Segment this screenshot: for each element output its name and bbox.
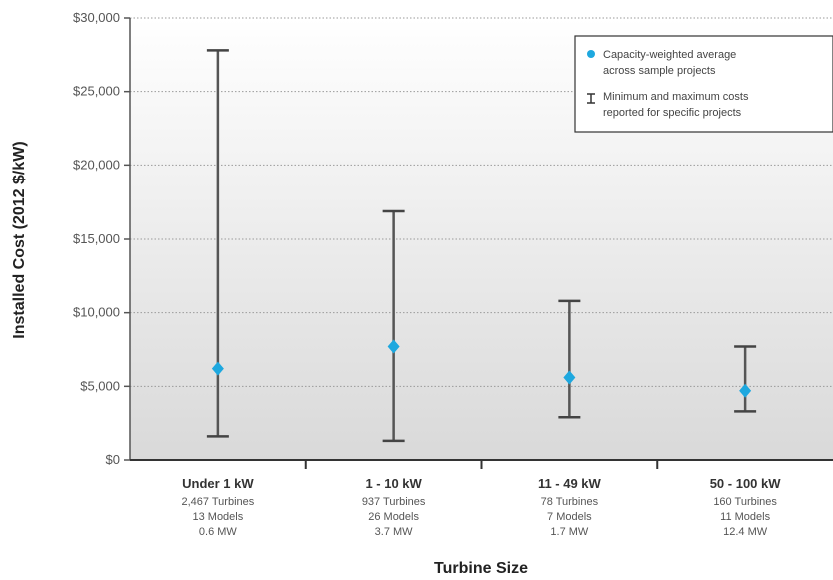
x-category-detail: 937 Turbines <box>362 496 426 508</box>
x-category-label: 11 - 49 kW <box>538 476 602 491</box>
x-category-detail: 7 Models <box>547 511 592 523</box>
x-axis-title: Turbine Size <box>434 560 528 577</box>
legend-box <box>574 35 833 133</box>
legend-marker-icon <box>587 50 595 58</box>
x-category-detail: 0.6 MW <box>199 526 238 538</box>
x-category-detail: 13 Models <box>192 511 243 523</box>
legend-errorbar-icon <box>587 93 595 104</box>
y-tick-label: $25,000 <box>73 84 120 99</box>
legend: Capacity-weighted average across sample … <box>574 35 833 133</box>
x-category-detail: 26 Models <box>368 511 419 523</box>
y-tick-label: $5,000 <box>80 378 120 393</box>
legend-item-range-line1: Minimum and maximum costs <box>603 91 749 103</box>
legend-item-range-line2: reported for specific projects <box>603 107 742 119</box>
y-tick-label: $30,000 <box>73 10 120 25</box>
x-category-detail: 2,467 Turbines <box>181 496 254 508</box>
average-marker <box>387 339 400 354</box>
average-marker <box>739 383 752 398</box>
average-marker <box>211 361 224 376</box>
x-category-detail: 160 Turbines <box>713 496 777 508</box>
average-markers <box>211 339 752 398</box>
y-tick-label: $10,000 <box>73 305 120 320</box>
y-tick-label: $0 <box>106 452 120 467</box>
average-marker <box>563 370 576 385</box>
x-category-label: 1 - 10 kW <box>365 476 422 491</box>
y-axis-title: Installed Cost (2012 $/kW) <box>11 141 28 338</box>
legend-item-average-line2: across sample projects <box>603 65 716 77</box>
x-category-label: Under 1 kW <box>182 476 254 491</box>
legend-item-average-line1: Capacity-weighted average <box>603 49 736 61</box>
y-tick-label: $15,000 <box>73 231 120 246</box>
x-category-detail: 12.4 MW <box>723 526 768 538</box>
y-axis-ticks: $0 $5,000 $10,000 $15,000 $20,000 $25,000 $30,… <box>73 10 130 467</box>
x-category-detail: 1.7 MW <box>550 526 589 538</box>
x-category-detail: 3.7 MW <box>375 526 414 538</box>
x-category-detail: 11 Models <box>720 511 770 523</box>
x-category-label: 50 - 100 kW <box>710 476 782 491</box>
x-category-detail: 78 Turbines <box>541 496 599 508</box>
y-tick-label: $20,000 <box>73 157 120 172</box>
x-axis-categories: Under 1 kW 2,467 Turbines 13 Models 0.6 MW 1… <box>181 460 781 538</box>
